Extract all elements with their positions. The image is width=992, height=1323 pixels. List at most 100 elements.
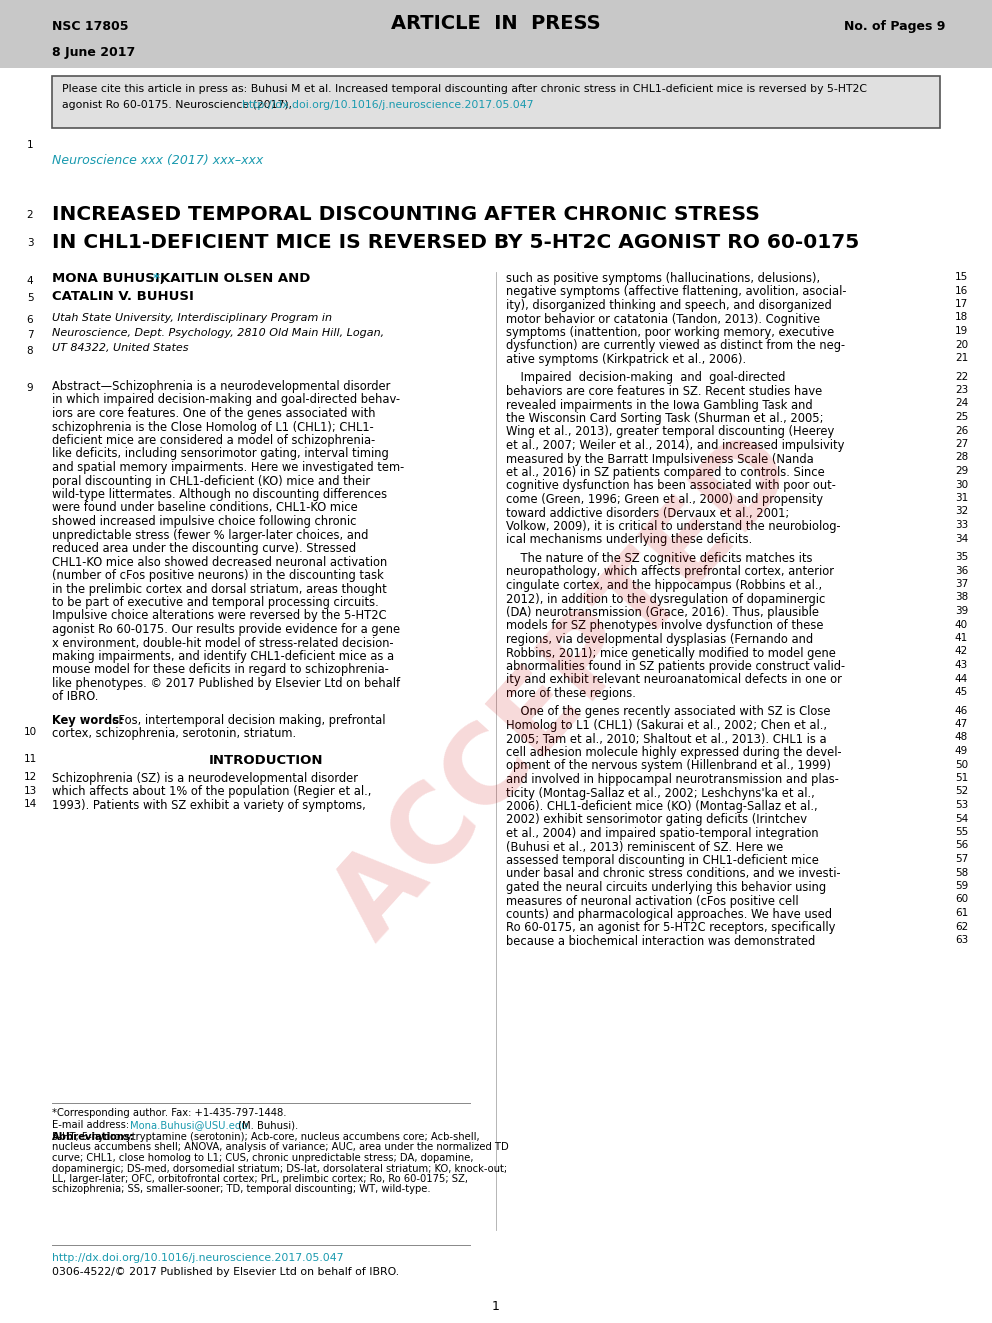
Text: 54: 54 bbox=[954, 814, 968, 823]
Text: 4: 4 bbox=[27, 277, 34, 286]
Text: INCREASED TEMPORAL DISCOUNTING AFTER CHRONIC STRESS: INCREASED TEMPORAL DISCOUNTING AFTER CHR… bbox=[52, 205, 760, 224]
Text: which affects about 1% of the population (Regier et al.,: which affects about 1% of the population… bbox=[52, 786, 371, 799]
Text: Abstract—Schizophrenia is a neurodevelopmental disorder: Abstract—Schizophrenia is a neurodevelop… bbox=[52, 380, 391, 393]
Text: 23: 23 bbox=[954, 385, 968, 396]
Text: Key words:: Key words: bbox=[52, 714, 124, 728]
Text: (DA) neurotransmission (Grace, 2016). Thus, plausible: (DA) neurotransmission (Grace, 2016). Th… bbox=[506, 606, 819, 619]
Text: schizophrenia is the Close Homolog of L1 (CHL1); CHL1-: schizophrenia is the Close Homolog of L1… bbox=[52, 421, 374, 434]
Text: 52: 52 bbox=[954, 786, 968, 796]
Text: neuropathology, which affects prefrontal cortex, anterior: neuropathology, which affects prefrontal… bbox=[506, 565, 834, 578]
Text: Wing et al., 2013), greater temporal discounting (Heerey: Wing et al., 2013), greater temporal dis… bbox=[506, 426, 834, 438]
Text: ACCEPTED: ACCEPTED bbox=[313, 417, 817, 959]
Text: 35: 35 bbox=[954, 552, 968, 562]
Text: *Corresponding author. Fax: +1-435-797-1448.: *Corresponding author. Fax: +1-435-797-1… bbox=[52, 1107, 287, 1118]
Text: Mona.Buhusi@USU.edu: Mona.Buhusi@USU.edu bbox=[130, 1121, 248, 1130]
Text: 8 June 2017: 8 June 2017 bbox=[52, 46, 135, 60]
Bar bbox=[52, 75, 940, 128]
Text: to be part of executive and temporal processing circuits.: to be part of executive and temporal pro… bbox=[52, 595, 379, 609]
Text: (number of cFos positive neurons) in the discounting task: (number of cFos positive neurons) in the… bbox=[52, 569, 384, 582]
Text: measured by the Barratt Impulsiveness Scale (Nanda: measured by the Barratt Impulsiveness Sc… bbox=[506, 452, 813, 466]
Text: 39: 39 bbox=[954, 606, 968, 617]
Text: and spatial memory impairments. Here we investigated tem-: and spatial memory impairments. Here we … bbox=[52, 460, 405, 474]
Text: 3: 3 bbox=[27, 238, 34, 247]
Text: 1: 1 bbox=[27, 140, 34, 149]
Text: of IBRO.: of IBRO. bbox=[52, 691, 98, 704]
Text: cognitive dysfunction has been associated with poor out-: cognitive dysfunction has been associate… bbox=[506, 479, 836, 492]
Text: regions, via developmental dysplasias (Fernando and: regions, via developmental dysplasias (F… bbox=[506, 632, 813, 646]
Text: E-mail address:: E-mail address: bbox=[52, 1121, 132, 1130]
Text: more of these regions.: more of these regions. bbox=[506, 687, 636, 700]
Text: assessed temporal discounting in CHL1-deficient mice: assessed temporal discounting in CHL1-de… bbox=[506, 855, 818, 867]
Text: curve; CHL1, close homolog to L1; CUS, chronic unpredictable stress; DA, dopamin: curve; CHL1, close homolog to L1; CUS, c… bbox=[52, 1154, 473, 1163]
Text: schizophrenia; SS, smaller-sooner; TD, temporal discounting; WT, wild-type.: schizophrenia; SS, smaller-sooner; TD, t… bbox=[52, 1184, 431, 1195]
Text: 5: 5 bbox=[27, 292, 34, 303]
Text: 62: 62 bbox=[954, 922, 968, 931]
Text: 57: 57 bbox=[954, 855, 968, 864]
Text: KAITLIN OLSEN AND: KAITLIN OLSEN AND bbox=[160, 273, 310, 284]
Text: 40: 40 bbox=[955, 619, 968, 630]
Text: dopaminergic; DS-med, dorsomedial striatum; DS-lat, dorsolateral striatum; KO, k: dopaminergic; DS-med, dorsomedial striat… bbox=[52, 1163, 507, 1174]
Text: negative symptoms (affective flattening, avolition, asocial-: negative symptoms (affective flattening,… bbox=[506, 286, 846, 299]
Text: toward addictive disorders (Dervaux et al., 2001;: toward addictive disorders (Dervaux et a… bbox=[506, 507, 790, 520]
Text: unpredictable stress (fewer % larger-later choices, and: unpredictable stress (fewer % larger-lat… bbox=[52, 528, 368, 541]
Text: 42: 42 bbox=[954, 647, 968, 656]
Text: 41: 41 bbox=[954, 632, 968, 643]
Text: cell adhesion molecule highly expressed during the devel-: cell adhesion molecule highly expressed … bbox=[506, 746, 841, 759]
Text: agonist Ro 60-0175. Neuroscience (2017),: agonist Ro 60-0175. Neuroscience (2017), bbox=[62, 101, 296, 110]
Text: 11: 11 bbox=[24, 754, 37, 763]
Text: cingulate cortex, and the hippocampus (Robbins et al.,: cingulate cortex, and the hippocampus (R… bbox=[506, 579, 822, 591]
Text: Ro 60-0175, an agonist for 5-HT2C receptors, specifically: Ro 60-0175, an agonist for 5-HT2C recept… bbox=[506, 922, 835, 934]
Text: 13: 13 bbox=[24, 786, 37, 795]
Text: 7: 7 bbox=[27, 329, 34, 340]
Text: because a biochemical interaction was demonstrated: because a biochemical interaction was de… bbox=[506, 935, 815, 949]
Text: Homolog to L1 (CHL1) (Sakurai et al., 2002; Chen et al.,: Homolog to L1 (CHL1) (Sakurai et al., 20… bbox=[506, 718, 827, 732]
Text: ity and exhibit relevant neuroanatomical defects in one or: ity and exhibit relevant neuroanatomical… bbox=[506, 673, 842, 687]
Text: 2012), in addition to the dysregulation of dopaminergic: 2012), in addition to the dysregulation … bbox=[506, 593, 825, 606]
Text: (Buhusi et al., 2013) reminiscent of SZ. Here we: (Buhusi et al., 2013) reminiscent of SZ.… bbox=[506, 840, 784, 853]
Text: 38: 38 bbox=[954, 593, 968, 602]
Text: 2006). CHL1-deficient mice (KO) (Montag-Sallaz et al.,: 2006). CHL1-deficient mice (KO) (Montag-… bbox=[506, 800, 817, 814]
Text: in which impaired decision-making and goal-directed behav-: in which impaired decision-making and go… bbox=[52, 393, 400, 406]
Text: http://dx.doi.org/10.1016/j.neuroscience.2017.05.047: http://dx.doi.org/10.1016/j.neuroscience… bbox=[52, 1253, 343, 1263]
Text: measures of neuronal activation (cFos positive cell: measures of neuronal activation (cFos po… bbox=[506, 894, 799, 908]
Text: 43: 43 bbox=[954, 660, 968, 669]
Text: 36: 36 bbox=[954, 565, 968, 576]
Text: et al., 2007; Weiler et al., 2014), and increased impulsivity: et al., 2007; Weiler et al., 2014), and … bbox=[506, 439, 844, 452]
Text: et al., 2016) in SZ patients compared to controls. Since: et al., 2016) in SZ patients compared to… bbox=[506, 466, 824, 479]
Text: 60: 60 bbox=[955, 894, 968, 905]
Text: 56: 56 bbox=[954, 840, 968, 851]
Text: reduced area under the discounting curve). Stressed: reduced area under the discounting curve… bbox=[52, 542, 356, 556]
Text: LL, larger-later; OFC, orbitofrontal cortex; PrL, prelimbic cortex; Ro, Ro 60-01: LL, larger-later; OFC, orbitofrontal cor… bbox=[52, 1174, 468, 1184]
Text: No. of Pages 9: No. of Pages 9 bbox=[843, 20, 945, 33]
Text: agonist Ro 60-0175. Our results provide evidence for a gene: agonist Ro 60-0175. Our results provide … bbox=[52, 623, 400, 636]
Text: 17: 17 bbox=[954, 299, 968, 310]
Text: 2005; Tam et al., 2010; Shaltout et al., 2013). CHL1 is a: 2005; Tam et al., 2010; Shaltout et al.,… bbox=[506, 733, 826, 745]
Text: 29: 29 bbox=[954, 466, 968, 476]
Text: 33: 33 bbox=[954, 520, 968, 531]
Text: 46: 46 bbox=[954, 705, 968, 716]
Text: 9: 9 bbox=[27, 382, 34, 393]
Text: 53: 53 bbox=[954, 800, 968, 810]
Text: 15: 15 bbox=[954, 273, 968, 282]
Text: like deficits, including sensorimotor gating, interval timing: like deficits, including sensorimotor ga… bbox=[52, 447, 389, 460]
Text: 18: 18 bbox=[954, 312, 968, 323]
Text: Neuroscience xxx (2017) xxx–xxx: Neuroscience xxx (2017) xxx–xxx bbox=[52, 153, 263, 167]
Text: Impulsive choice alterations were reversed by the 5-HT2C: Impulsive choice alterations were revers… bbox=[52, 610, 387, 623]
Text: the Wisconsin Card Sorting Task (Shurman et al., 2005;: the Wisconsin Card Sorting Task (Shurman… bbox=[506, 411, 823, 425]
Text: INTRODUCTION: INTRODUCTION bbox=[208, 754, 323, 767]
Text: models for SZ phenotypes involve dysfunction of these: models for SZ phenotypes involve dysfunc… bbox=[506, 619, 823, 632]
Text: (M. Buhusi).: (M. Buhusi). bbox=[235, 1121, 299, 1130]
Text: iors are core features. One of the genes associated with: iors are core features. One of the genes… bbox=[52, 407, 376, 419]
Text: ative symptoms (Kirkpatrick et al., 2006).: ative symptoms (Kirkpatrick et al., 2006… bbox=[506, 353, 746, 366]
Text: ARTICLE  IN  PRESS: ARTICLE IN PRESS bbox=[391, 15, 601, 33]
Text: CHL1-KO mice also showed decreased neuronal activation: CHL1-KO mice also showed decreased neuro… bbox=[52, 556, 387, 569]
Text: motor behavior or catatonia (Tandon, 2013). Cognitive: motor behavior or catatonia (Tandon, 201… bbox=[506, 312, 820, 325]
Text: 6: 6 bbox=[27, 315, 34, 325]
Text: symptoms (inattention, poor working memory, executive: symptoms (inattention, poor working memo… bbox=[506, 325, 834, 339]
Text: mouse model for these deficits in regard to schizophrenia-: mouse model for these deficits in regard… bbox=[52, 664, 389, 676]
Text: 8: 8 bbox=[27, 347, 34, 356]
Text: 12: 12 bbox=[24, 773, 37, 782]
Text: 44: 44 bbox=[954, 673, 968, 684]
Text: 32: 32 bbox=[954, 507, 968, 516]
Text: 19: 19 bbox=[954, 325, 968, 336]
